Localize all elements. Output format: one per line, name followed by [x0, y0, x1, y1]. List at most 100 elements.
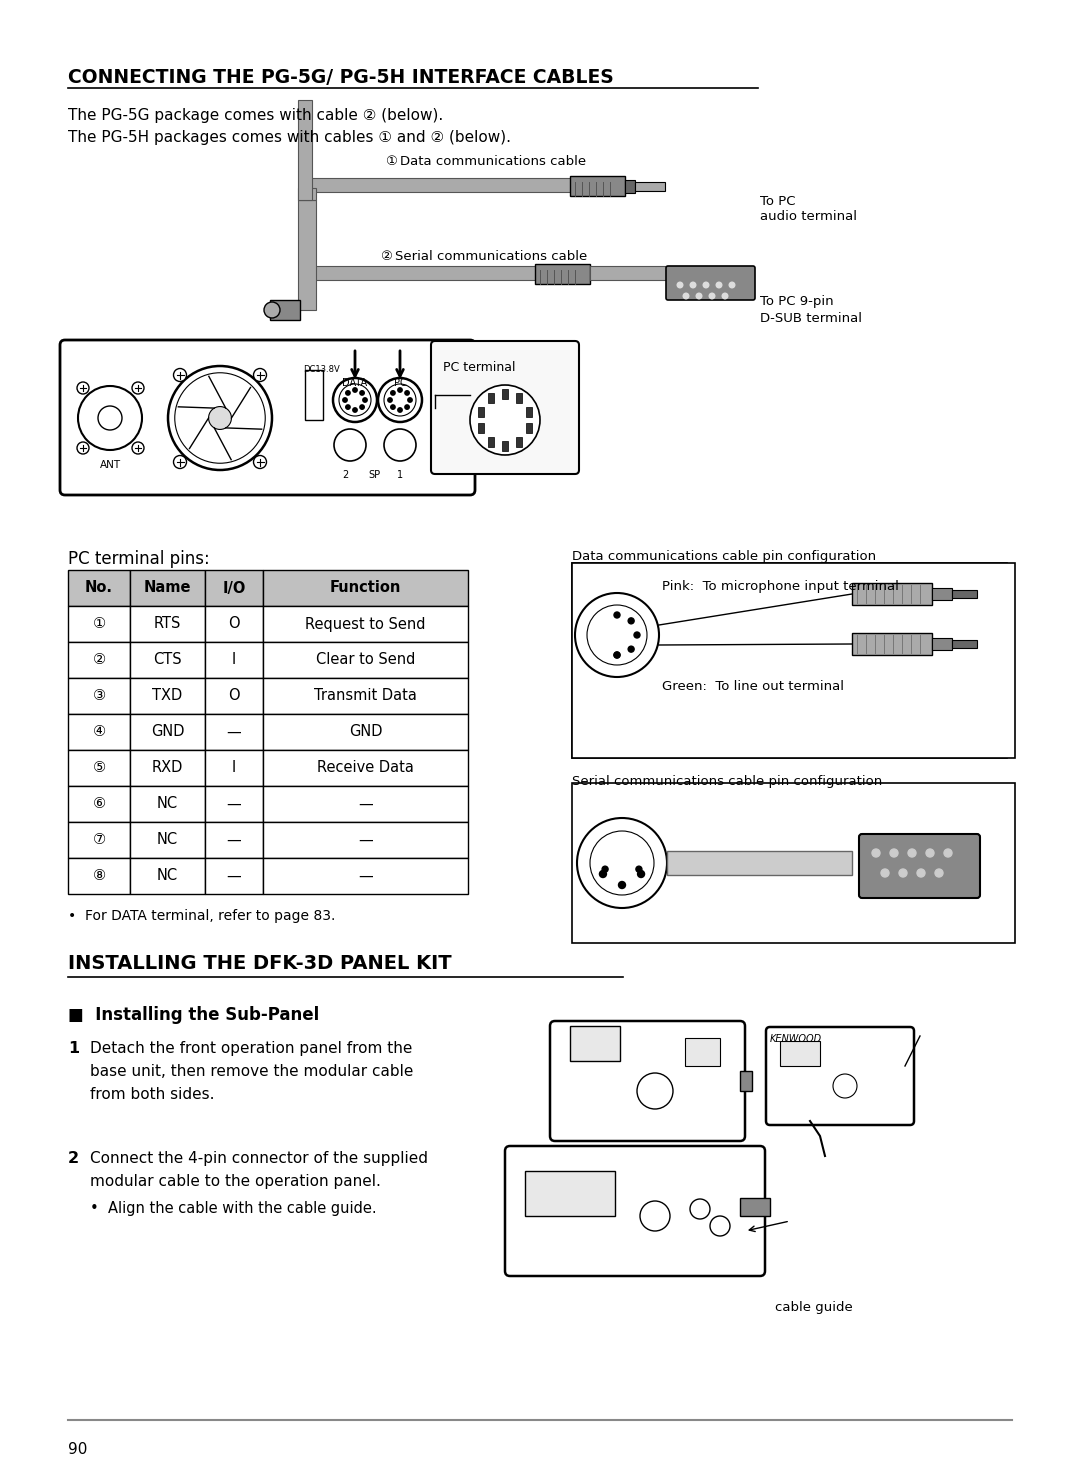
- Text: ①: ①: [93, 616, 106, 631]
- Circle shape: [78, 386, 141, 449]
- Text: Clear to Send: Clear to Send: [315, 653, 415, 668]
- Text: TXD: TXD: [152, 688, 183, 704]
- Text: —: —: [227, 725, 241, 739]
- Circle shape: [729, 283, 734, 288]
- Bar: [205, 858, 264, 895]
- Circle shape: [872, 849, 880, 856]
- Circle shape: [690, 283, 696, 288]
- Circle shape: [342, 398, 347, 403]
- Circle shape: [833, 1075, 858, 1098]
- Text: —: —: [359, 868, 373, 883]
- Bar: [310, 266, 545, 280]
- Bar: [68, 750, 130, 786]
- Text: ④: ④: [93, 725, 106, 739]
- Circle shape: [405, 391, 409, 395]
- Bar: [264, 643, 468, 678]
- Circle shape: [391, 391, 395, 395]
- Bar: [572, 783, 1015, 943]
- Circle shape: [637, 871, 645, 877]
- Bar: [852, 583, 932, 605]
- FancyBboxPatch shape: [550, 1020, 745, 1140]
- Circle shape: [723, 293, 728, 299]
- FancyBboxPatch shape: [766, 1028, 914, 1124]
- Bar: [264, 858, 468, 895]
- Text: GND: GND: [349, 725, 382, 739]
- Text: Green:  To line out terminal: Green: To line out terminal: [662, 679, 843, 692]
- Circle shape: [470, 385, 540, 455]
- Bar: [951, 590, 977, 597]
- Circle shape: [640, 1200, 670, 1231]
- Circle shape: [599, 871, 607, 877]
- Circle shape: [710, 293, 715, 299]
- Circle shape: [174, 369, 187, 382]
- Text: The PG-5G package comes with cable ② (below).: The PG-5G package comes with cable ② (be…: [68, 108, 443, 123]
- Text: I: I: [232, 760, 237, 776]
- Circle shape: [405, 406, 409, 410]
- Text: NC: NC: [157, 833, 178, 848]
- Bar: [298, 187, 316, 201]
- FancyBboxPatch shape: [60, 340, 475, 495]
- Circle shape: [168, 366, 272, 470]
- Circle shape: [944, 849, 951, 856]
- Bar: [625, 180, 635, 193]
- Circle shape: [353, 408, 357, 413]
- Bar: [502, 389, 508, 400]
- Circle shape: [254, 455, 267, 468]
- Bar: [130, 821, 205, 858]
- Text: PC terminal: PC terminal: [443, 362, 515, 373]
- Text: —: —: [227, 796, 241, 811]
- Text: •  Align the cable with the cable guide.: • Align the cable with the cable guide.: [90, 1200, 377, 1217]
- Circle shape: [690, 1199, 710, 1220]
- Text: 90: 90: [68, 1442, 87, 1457]
- Circle shape: [339, 384, 372, 416]
- Text: cable guide: cable guide: [775, 1301, 853, 1315]
- Bar: [205, 821, 264, 858]
- Circle shape: [208, 407, 231, 429]
- Bar: [478, 423, 484, 433]
- Bar: [516, 392, 522, 403]
- Bar: [780, 1041, 820, 1066]
- Circle shape: [590, 832, 654, 895]
- Circle shape: [77, 382, 89, 394]
- Text: KENWOOD: KENWOOD: [770, 1034, 822, 1044]
- Text: O: O: [228, 688, 240, 704]
- Circle shape: [384, 429, 416, 461]
- Bar: [298, 201, 316, 310]
- Text: Transmit Data: Transmit Data: [314, 688, 417, 704]
- Text: —: —: [359, 796, 373, 811]
- Bar: [68, 786, 130, 821]
- Bar: [310, 179, 580, 192]
- Circle shape: [391, 406, 395, 410]
- Circle shape: [636, 867, 642, 873]
- Circle shape: [677, 283, 683, 288]
- Bar: [130, 643, 205, 678]
- FancyBboxPatch shape: [666, 266, 755, 300]
- Bar: [205, 678, 264, 714]
- Text: To PC 9-pin: To PC 9-pin: [760, 296, 834, 307]
- Bar: [951, 640, 977, 649]
- Circle shape: [908, 849, 916, 856]
- Circle shape: [360, 391, 364, 395]
- Text: —: —: [227, 868, 241, 883]
- Circle shape: [619, 881, 625, 889]
- Circle shape: [577, 818, 667, 908]
- Text: —: —: [227, 833, 241, 848]
- Circle shape: [615, 612, 620, 618]
- Bar: [68, 643, 130, 678]
- Text: 1: 1: [397, 470, 403, 480]
- Circle shape: [175, 373, 266, 463]
- Text: ⑥: ⑥: [93, 796, 106, 811]
- Bar: [264, 821, 468, 858]
- Bar: [298, 100, 312, 201]
- Circle shape: [264, 302, 280, 318]
- Text: RTS: RTS: [153, 616, 181, 631]
- Bar: [130, 569, 205, 606]
- Circle shape: [615, 651, 620, 657]
- Text: RXD: RXD: [152, 760, 184, 776]
- FancyBboxPatch shape: [505, 1146, 765, 1277]
- Circle shape: [388, 398, 392, 403]
- Text: Serial communications cable: Serial communications cable: [395, 250, 588, 264]
- Text: GND: GND: [151, 725, 185, 739]
- Bar: [685, 1038, 720, 1066]
- Text: INSTALLING THE DFK-3D PANEL KIT: INSTALLING THE DFK-3D PANEL KIT: [68, 955, 451, 974]
